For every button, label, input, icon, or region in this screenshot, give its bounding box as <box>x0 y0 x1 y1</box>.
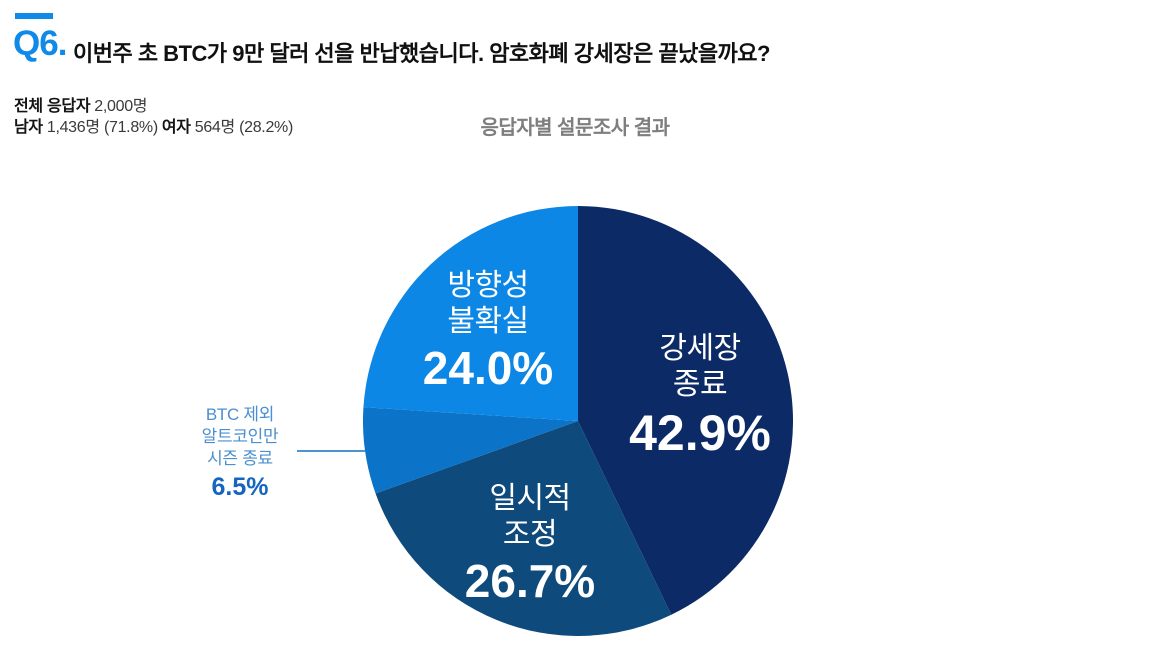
pie-chart <box>362 205 794 637</box>
pie-slice-0 <box>578 206 794 615</box>
male-value: 1,436명 (71.8%) <box>46 119 158 136</box>
slice-label-text: 종료 <box>672 368 728 401</box>
pie-slice-2 <box>362 407 578 494</box>
slice-label-altcoin-season-end: BTC 제외 알트코인만 시즌 종료 6.5% <box>140 404 340 502</box>
female-label: 여자 <box>161 119 191 136</box>
slice-label-text: 시즌 종료 <box>207 449 273 468</box>
slice-percent: 24.0% <box>422 342 554 394</box>
slice-label-text: 방향성 <box>447 269 529 302</box>
slice-label-text: 불확실 <box>447 305 529 338</box>
pie-chart-container <box>362 205 794 637</box>
slice-label-text: 일시적 <box>489 482 571 515</box>
total-label: 전체 응답자 <box>14 98 91 115</box>
chart-heading: 응답자별 설문조사 결과 <box>480 117 670 139</box>
accent-dash <box>15 13 53 19</box>
slice-label-temporary-adjustment: 일시적 조정 26.7% <box>430 481 630 605</box>
question-title: 이번주 초 BTC가 9만 달러 선을 반납했습니다. 암호화폐 강세장은 끝났… <box>73 41 770 66</box>
slice-label-text: 강세장 <box>659 332 741 365</box>
slice-percent: 42.9% <box>629 405 771 461</box>
total-value: 2,000명 <box>94 98 148 115</box>
respondents-gender-line: 남자 1,436명 (71.8%) 여자 564명 (28.2%) <box>14 117 297 138</box>
slice-percent: 26.7% <box>464 555 596 607</box>
respondents-total-line: 전체 응답자 2,000명 <box>14 96 297 117</box>
pie-slice-3 <box>363 205 578 421</box>
slice-label-direction-uncertain: 방향성 불확실 24.0% <box>388 268 588 392</box>
slice-label-text: 조정 <box>502 518 558 551</box>
callout-leader-line <box>297 450 365 452</box>
male-label: 남자 <box>14 119 43 136</box>
female-value: 564명 (28.2%) <box>194 119 294 136</box>
slice-label-bull-market-end: 강세장 종료 42.9% <box>600 331 800 459</box>
slice-label-text: 알트코인만 <box>201 427 279 446</box>
pie-slice-1 <box>375 421 672 637</box>
slice-label-text: BTC 제외 <box>205 405 275 424</box>
slice-percent: 6.5% <box>211 473 269 501</box>
question-number: Q6. <box>13 24 67 63</box>
respondents-summary: 전체 응답자 2,000명 남자 1,436명 (71.8%) 여자 564명 (28.… <box>14 96 297 138</box>
